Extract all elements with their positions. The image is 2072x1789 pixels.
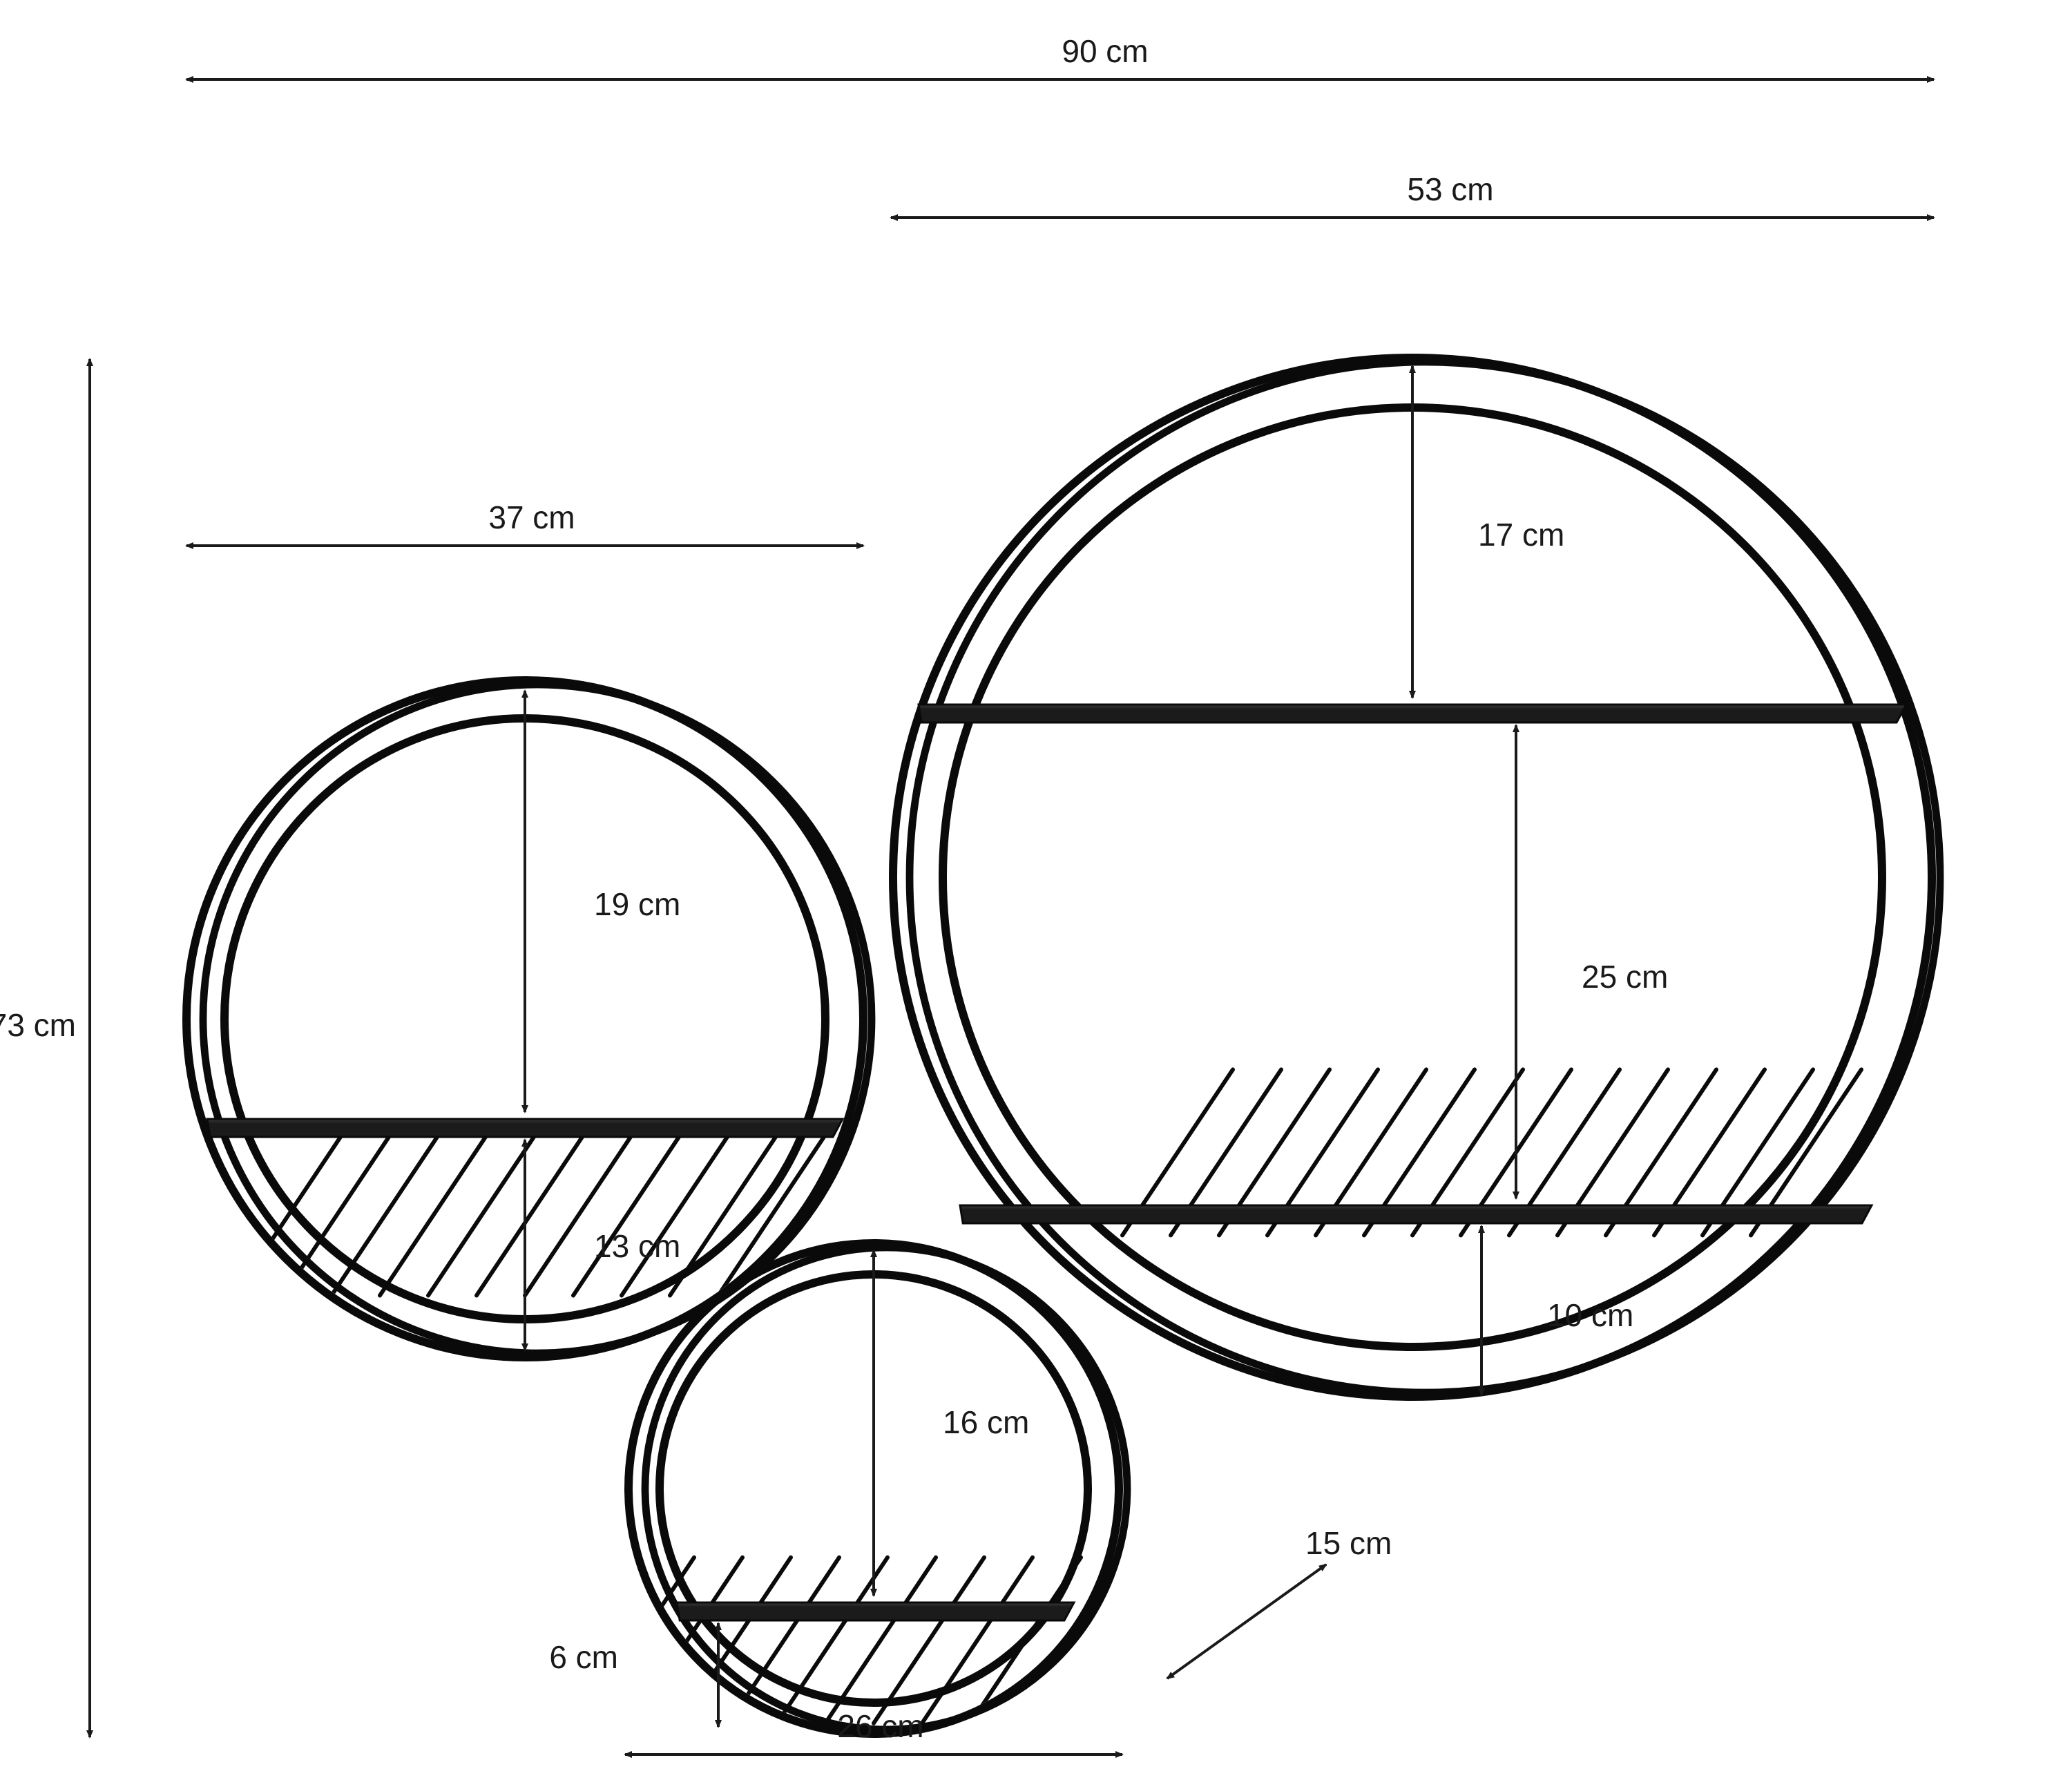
- dim-label-medium_diameter: 37 cm: [488, 499, 575, 535]
- product-illustration: [186, 358, 1940, 1734]
- dim-label-small_diameter: 26 cm: [837, 1708, 923, 1744]
- shelf-large-upper: [919, 705, 1906, 723]
- dim-label-depth: 15 cm: [1305, 1525, 1392, 1561]
- dim-label-small_bot_l: 6 cm: [549, 1639, 618, 1675]
- dim-label-large_diameter: 53 cm: [1407, 171, 1493, 207]
- dim-label-large_top: 17 cm: [1478, 517, 1564, 553]
- shelf-small: [677, 1603, 1074, 1620]
- dimension-annotations: 90 cm 53 cm 37 cm 26 cm 73 cm 17 cm 25 cm 10 cm…: [0, 33, 1934, 1754]
- dim-label-overall_height: 73 cm: [0, 1007, 76, 1043]
- dim-label-medium_bot: 13 cm: [594, 1228, 680, 1264]
- dim-label-large_bot: 10 cm: [1547, 1297, 1633, 1333]
- shelf-large-lower: [960, 1205, 1872, 1223]
- dim-label-small_top: 16 cm: [943, 1404, 1029, 1440]
- shelf-medium: [207, 1119, 843, 1137]
- dimension-diagram: 90 cm 53 cm 37 cm 26 cm 73 cm 17 cm 25 cm 10 cm…: [0, 0, 2072, 1789]
- dim-label-large_mid: 25 cm: [1582, 959, 1668, 995]
- dim-label-medium_top: 19 cm: [594, 886, 680, 922]
- ring-large: [893, 358, 1940, 1397]
- dim-label-overall_width: 90 cm: [1062, 33, 1148, 69]
